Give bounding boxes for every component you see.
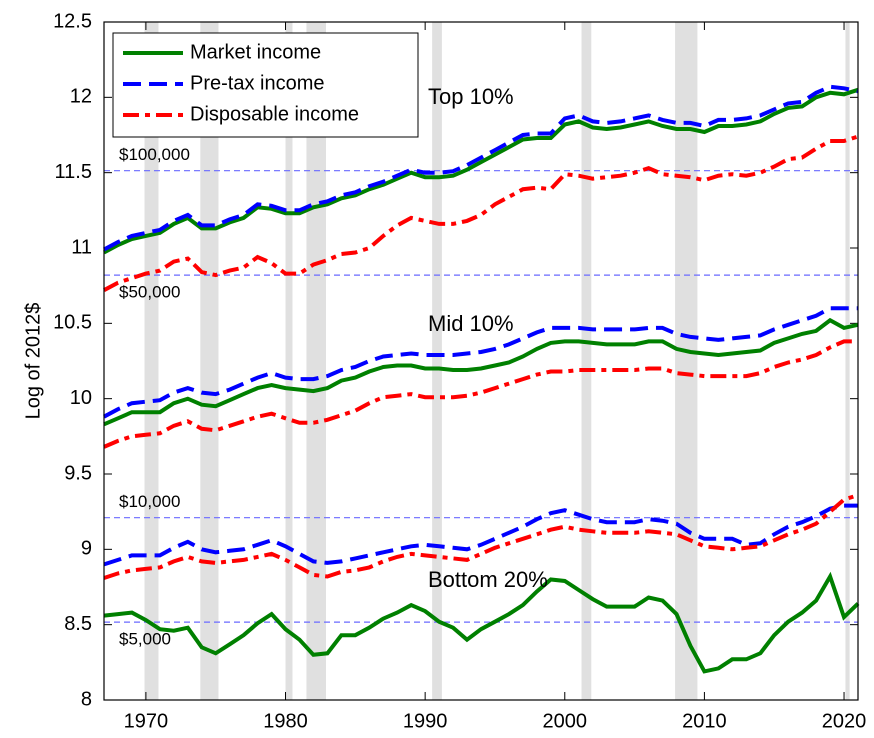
reference-label: $100,000 [119, 145, 190, 164]
x-tick-label: 1970 [124, 710, 169, 732]
x-tick-label: 2000 [543, 710, 588, 732]
series-line [103, 339, 858, 449]
recession-band [200, 22, 219, 700]
recession-band [144, 22, 159, 700]
y-tick-label: 10 [70, 387, 92, 409]
y-tick-label: 10.5 [53, 312, 92, 334]
recession-band [675, 22, 698, 700]
legend-label: Pre-tax income [190, 72, 325, 94]
series-line [103, 493, 859, 580]
recession-band [432, 22, 442, 700]
series-line [103, 134, 859, 292]
y-tick-label: 8 [81, 688, 92, 710]
x-tick-label: 2020 [822, 710, 867, 732]
plot-frame [103, 21, 859, 701]
series-line [103, 84, 859, 252]
y-tick-label: 12.5 [53, 10, 92, 32]
x-tick-label: 1980 [263, 710, 308, 732]
y-tick-label: 11.5 [55, 161, 92, 183]
series-line [103, 503, 858, 567]
recession-band [306, 22, 327, 700]
y-tick-label: 8.5 [64, 613, 92, 635]
recession-band [581, 22, 592, 700]
y-axis-label: Log of 2012$ [22, 303, 44, 420]
y-tick-label: 9.5 [64, 462, 92, 484]
y-tick-label: 12 [70, 86, 92, 108]
y-tick-label: 9 [81, 538, 92, 560]
series-line [103, 87, 859, 255]
x-tick-label: 2010 [682, 710, 727, 732]
group-label: Top 10% [428, 84, 514, 109]
legend-label: Disposable income [190, 103, 359, 125]
x-tick-label: 1990 [403, 710, 448, 732]
series-line [103, 306, 858, 419]
recession-band [285, 22, 293, 700]
legend-label: Market income [190, 41, 321, 63]
recession-band [845, 22, 850, 700]
series-line [103, 317, 859, 427]
reference-label: $5,000 [119, 630, 171, 649]
group-label: Bottom 20% [428, 567, 548, 592]
group-label: Mid 10% [428, 311, 514, 336]
series-line [103, 571, 860, 674]
reference-label: $10,000 [119, 492, 180, 511]
reference-label: $50,000 [119, 283, 180, 302]
y-tick-label: 11 [71, 236, 92, 258]
